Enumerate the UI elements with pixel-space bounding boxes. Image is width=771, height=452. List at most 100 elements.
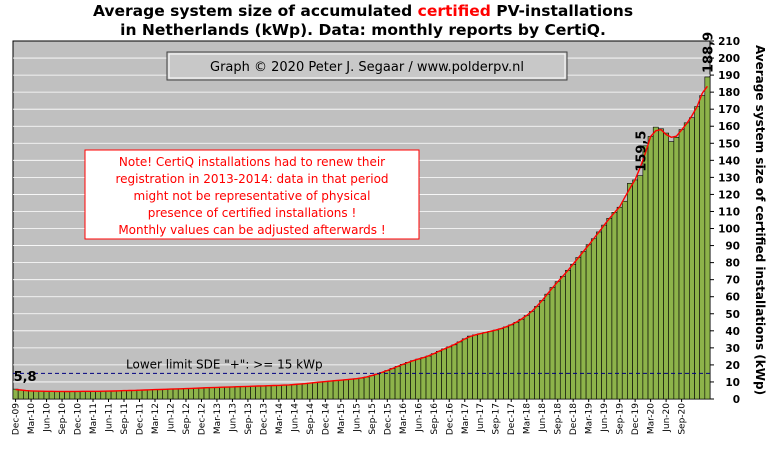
bar-37 (203, 387, 210, 400)
bar-111 (585, 244, 592, 400)
bar-18 (105, 390, 112, 400)
x-tick-label: Jun-20 (662, 403, 672, 433)
credit-box (166, 51, 568, 81)
x-tick-label: Mar-15 (337, 403, 347, 434)
bar-97 (513, 321, 520, 400)
y-tick-label: 160 (718, 121, 740, 133)
x-tick-label: Jun-10 (43, 403, 53, 433)
bar-39 (214, 387, 220, 400)
bar-9 (59, 391, 65, 400)
x-axis-ticks: Dec-09 Mar-10 Jun-10 Sep-10 Dec-10 Mar-11 Jun-… (12, 399, 688, 435)
x-tick-label: Mar-10 (27, 403, 37, 434)
bar-1 (17, 389, 24, 400)
bar-82 (436, 350, 442, 400)
bar-101 (534, 306, 540, 400)
y-tick-label: 50 (725, 309, 740, 321)
x-tick-label: Mar-14 (275, 403, 285, 434)
bar-10 (64, 391, 71, 400)
bar-51 (276, 385, 282, 400)
y-axis-label: Average system size of certified install… (753, 45, 767, 395)
x-tick-label: Dec-14 (321, 403, 331, 435)
bar-130 (683, 122, 690, 400)
bar-26 (146, 389, 153, 400)
x-tick-label: Sep-17 (492, 403, 502, 435)
bar-70 (374, 373, 380, 400)
x-tick-label: Sep-10 (58, 403, 68, 435)
bar-7 (48, 391, 55, 400)
x-tick-label: Mar-17 (461, 403, 471, 434)
x-tick-label: Sep-16 (430, 403, 440, 435)
bar-100 (528, 311, 535, 400)
bar-127 (668, 141, 675, 400)
bar-54 (291, 384, 298, 400)
bar-131 (689, 117, 695, 400)
x-tick-label: Sep-15 (368, 403, 378, 435)
bar-35 (193, 387, 200, 400)
note-line: might not be representative of physical (134, 189, 371, 203)
bar-15 (90, 391, 96, 400)
bar-48 (260, 385, 267, 400)
x-tick-label: Jun-19 (600, 403, 610, 433)
x-tick-label: Sep-19 (616, 403, 626, 435)
bar-89 (472, 334, 478, 400)
x-tick-label: Dec-19 (631, 403, 641, 435)
bar-98 (518, 318, 525, 400)
y-tick-label: 180 (718, 87, 740, 99)
bar-68 (363, 376, 370, 400)
x-tick-label: Jun-11 (105, 403, 115, 433)
y-tick-label: 200 (718, 53, 740, 65)
y-tick-label: 90 (725, 241, 740, 253)
bar-41 (224, 386, 231, 400)
bar-94 (498, 328, 504, 400)
x-tick-label: Mar-19 (585, 403, 595, 434)
bar-38 (208, 387, 215, 400)
x-tick-label: Dec-18 (569, 403, 579, 435)
bar-58 (312, 382, 318, 400)
bar-67 (358, 377, 365, 400)
x-tick-label: Dec-09 (12, 403, 22, 435)
bar-79 (420, 357, 427, 400)
note-box (84, 149, 420, 240)
bar-36 (198, 387, 205, 400)
bar-50 (270, 385, 277, 400)
x-tick-label: Jun-17 (476, 403, 486, 433)
bar-125 (658, 128, 664, 400)
bar-14 (84, 391, 91, 400)
bar-28 (157, 389, 164, 400)
x-tick-label: Mar-16 (399, 403, 409, 434)
bar-66 (353, 378, 360, 400)
bar-47 (255, 385, 262, 400)
bar-56 (301, 383, 308, 400)
bar-55 (296, 383, 303, 400)
bar-59 (317, 381, 324, 400)
bar-84 (446, 346, 453, 400)
bar-87 (461, 338, 468, 400)
bar-53 (286, 384, 293, 400)
bar-133 (699, 95, 706, 400)
bar-31 (172, 388, 179, 400)
bar-23 (131, 390, 138, 400)
bar-129 (678, 129, 685, 400)
bar-124 (652, 126, 659, 400)
bar-132 (694, 106, 700, 400)
bar-80 (425, 355, 432, 400)
bar-46 (250, 385, 256, 400)
value-label: 188,9 (701, 32, 716, 73)
trend-line (15, 85, 708, 393)
bar-49 (265, 385, 272, 400)
bar-92 (487, 331, 494, 400)
annotations: 5,8 159,5 188,9 (14, 32, 717, 385)
x-tick-label: Dec-13 (259, 403, 269, 435)
x-tick-label: Sep-18 (554, 403, 564, 435)
note-line: registration in 2013-2014: data in that … (115, 172, 388, 186)
bar-52 (281, 384, 287, 400)
bar-91 (482, 332, 489, 400)
bar-65 (348, 378, 355, 400)
bar-115 (606, 217, 613, 400)
bar-103 (544, 293, 551, 400)
y-tick-label: 120 (718, 189, 740, 201)
x-tick-label: Jun-14 (290, 403, 300, 433)
bar-16 (95, 391, 102, 400)
x-tick-label: Sep-12 (182, 403, 192, 435)
